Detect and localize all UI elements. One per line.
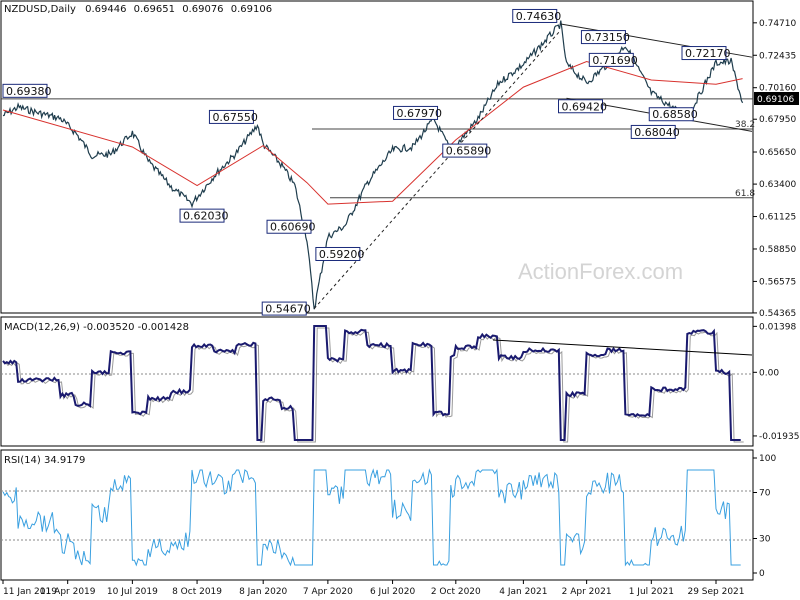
pivot-label-box <box>681 46 727 61</box>
date-tick-label: 11 Apr 2019 <box>40 587 96 597</box>
macd-header: MACD(12,26,9) -0.003520 -0.001428 <box>4 322 189 333</box>
rsi-tick-label: 0 <box>759 569 765 579</box>
pivot-label: 0.68580 <box>652 108 698 121</box>
price-panel-header: NZDUSD,Daily 0.69446 0.69651 0.69076 0.6… <box>4 4 272 15</box>
macd-panel-frame <box>0 316 754 447</box>
date-tick-label: 8 Jan 2020 <box>239 587 287 597</box>
price-tick-label: 0.74710 <box>759 19 796 29</box>
pivot-label: 0.68040 <box>634 126 680 139</box>
pivot-label: 0.60690 <box>270 221 316 234</box>
macd-tick-label: 0.00 <box>759 368 779 378</box>
pivot-label-box <box>580 30 626 45</box>
pivot-label: 0.59200 <box>319 248 365 261</box>
price-tick-label: 0.58850 <box>759 245 796 255</box>
rsi-line <box>2 468 741 567</box>
price-tick-label: 0.56575 <box>759 277 796 287</box>
rsi-panel-frame <box>0 449 754 581</box>
last-price-badge <box>754 92 799 105</box>
pivot-labels: 0.69380 0.62030 0.67550 0.60690 0.59200 0.546… <box>2 8 731 316</box>
macd-trendline <box>492 339 753 356</box>
ohlc-open: 0.69446 <box>85 4 126 15</box>
pivot-label: 0.69380 <box>6 85 52 98</box>
pivot-label-box <box>512 8 558 23</box>
pivot-label: 0.54670 <box>265 303 311 316</box>
pivot-label: 0.74630 <box>516 10 562 23</box>
rsi-axis: 100 70 30 0 <box>753 454 776 579</box>
price-tick-label: 0.70160 <box>759 84 796 94</box>
pivot-label-box <box>179 208 225 223</box>
date-tick-label: 11 Jan 2019 <box>3 587 57 597</box>
macd-line <box>2 325 741 441</box>
macd-tick-label: 0.01398 <box>759 322 796 332</box>
pivot-label: 0.72170 <box>685 47 731 60</box>
pivot-label: 0.71690 <box>592 54 638 67</box>
rsi-tick-label: 30 <box>759 535 771 545</box>
price-tick-label: 0.65650 <box>759 148 796 158</box>
pivot-label-box <box>2 83 48 98</box>
pivot-label: 0.69420 <box>562 100 608 113</box>
fib-level-label: 38.2 <box>735 120 755 130</box>
macd-axis: 0.01398 0.00 -0.019352 <box>753 322 800 442</box>
price-panel-frame <box>0 0 754 314</box>
pivot-label-box <box>393 105 439 120</box>
price-levels: 38.2 61.8 <box>1 98 755 199</box>
support-trendline <box>313 29 562 309</box>
pivot-label-box <box>261 301 307 316</box>
price-line <box>2 20 744 310</box>
date-tick-label: 8 Oct 2019 <box>172 587 222 597</box>
date-tick-label: 2 Apr 2021 <box>562 587 612 597</box>
macd-tick-label: -0.019352 <box>759 432 800 442</box>
pivot-label-box <box>208 109 254 124</box>
pivot-label: 0.65890 <box>446 145 492 158</box>
price-tick-label: 0.72435 <box>759 51 796 61</box>
timeframe: Daily <box>51 4 76 15</box>
date-tick-label: 2 Oct 2020 <box>431 587 481 597</box>
symbol: NZDUSD <box>4 4 48 15</box>
moving-average-line <box>2 60 743 205</box>
date-tick-label: 6 Jul 2020 <box>370 587 415 597</box>
pivot-label-box <box>648 107 694 122</box>
pivot-label-box <box>630 124 676 139</box>
price-axis: 0.74710 0.72435 0.70160 0.67950 0.65650 0.634… <box>753 19 796 319</box>
fib-level-label: 61.8 <box>735 189 755 199</box>
price-tick-label: 0.67950 <box>759 115 796 125</box>
ohlc-close: 0.69106 <box>231 4 272 15</box>
price-tick-label: 0.54365 <box>759 309 796 319</box>
date-tick-label: 1 Jul 2021 <box>629 587 674 597</box>
ohlc-high: 0.69651 <box>134 4 175 15</box>
pivot-label: 0.67550 <box>212 111 258 124</box>
pivot-label-box <box>315 246 361 261</box>
rsi-header: RSI(14) 34.9179 <box>4 455 85 466</box>
last-price-label: 0.69106 <box>757 95 794 105</box>
date-tick-label: 4 Jan 2021 <box>499 587 547 597</box>
ohlc-low: 0.69076 <box>182 4 223 15</box>
watermark: ActionForex.com <box>518 259 683 284</box>
pivot-label-box <box>588 52 634 67</box>
rsi-tick-label: 70 <box>759 489 771 499</box>
date-tick-label: 10 Jul 2019 <box>107 587 158 597</box>
date-tick-label: 7 Apr 2020 <box>303 587 353 597</box>
pivot-label: 0.67970 <box>397 107 443 120</box>
header-separator: , <box>47 4 50 15</box>
pivot-label: 0.73150 <box>584 31 630 44</box>
rsi-tick-label: 100 <box>759 454 776 464</box>
price-tick-label: 0.61125 <box>759 213 796 223</box>
price-tick-label: 0.63400 <box>759 180 796 190</box>
date-tick-label: 29 Sep 2021 <box>687 587 744 597</box>
pivot-label-box <box>558 99 603 114</box>
pivot-label-box <box>442 143 488 158</box>
pivot-label: 0.62030 <box>183 210 229 223</box>
pivot-label-box <box>266 219 312 234</box>
